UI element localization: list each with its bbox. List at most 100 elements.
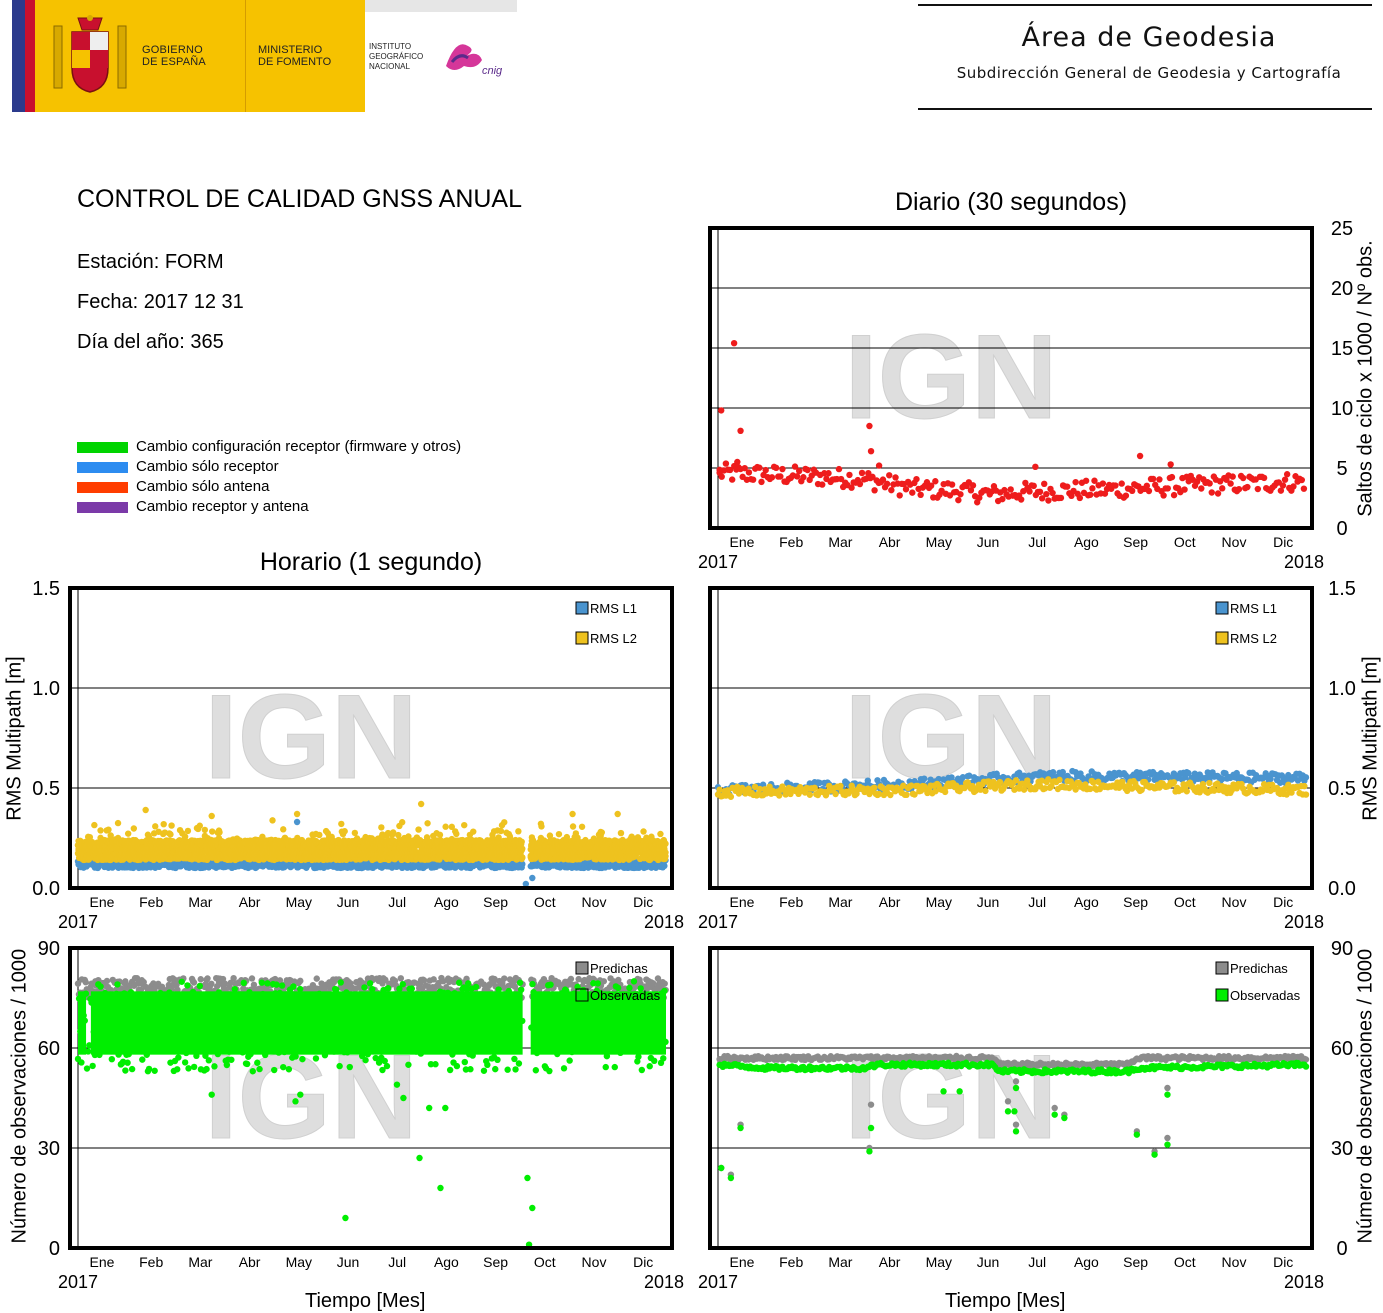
data-point — [515, 828, 522, 835]
data-point — [201, 826, 209, 834]
data-point — [806, 791, 814, 798]
year-tick-label: 2018 — [1284, 552, 1324, 572]
data-point — [1283, 471, 1291, 478]
month-tick-label: Dic — [633, 894, 653, 910]
data-point — [772, 464, 780, 472]
data-point — [795, 467, 803, 475]
y-tick-label: 1.5 — [1328, 578, 1356, 600]
month-tick-label: Feb — [779, 534, 803, 550]
month-tick-label: Jul — [1028, 534, 1046, 550]
data-point — [519, 860, 526, 868]
y-tick-label: 1.0 — [1328, 678, 1356, 700]
data-point — [160, 820, 167, 828]
y-tick-label: 1.5 — [32, 578, 60, 600]
coat-of-arms-icon — [50, 14, 130, 98]
legend-swatch — [575, 631, 589, 645]
data-point — [1164, 485, 1171, 492]
ign-logo-icon: cnig — [438, 36, 504, 84]
data-point — [657, 830, 664, 838]
data-point — [167, 831, 174, 838]
data-point — [1300, 485, 1308, 492]
data-point — [130, 825, 138, 832]
data-point — [662, 840, 669, 847]
legend-swatch-purple — [77, 501, 128, 513]
month-tick-label: Ene — [90, 894, 115, 910]
data-point — [967, 487, 975, 494]
data-point — [837, 782, 844, 790]
data-point — [819, 481, 826, 488]
month-tick-label: Oct — [1174, 534, 1196, 550]
legend-label: RMS L2 — [590, 631, 637, 646]
data-point — [518, 838, 525, 845]
data-point — [768, 474, 776, 481]
legend-item-receiver-antenna: Cambio receptor y antena — [77, 498, 309, 515]
data-point — [1026, 488, 1033, 495]
data-point — [1136, 452, 1144, 460]
data-point — [776, 792, 783, 799]
data-point — [976, 494, 983, 501]
header-rule-bottom — [918, 108, 1372, 110]
data-point — [208, 812, 215, 820]
data-point — [804, 466, 811, 474]
ign-label: INSTITUTO GEOGRÁFICO NACIONAL — [369, 42, 424, 71]
data-point — [1229, 473, 1236, 480]
data-point — [614, 810, 621, 818]
data-point — [762, 466, 769, 474]
data-point — [1281, 476, 1289, 483]
data-point — [529, 874, 536, 882]
data-point — [216, 829, 223, 836]
data-point — [351, 829, 359, 837]
data-point — [1032, 463, 1039, 470]
data-point — [1068, 492, 1075, 500]
data-point — [617, 829, 625, 837]
data-point — [501, 819, 508, 826]
data-point — [913, 475, 920, 483]
month-tick-label: Dic — [1273, 534, 1293, 550]
data-point — [497, 827, 505, 835]
data-point — [555, 830, 563, 838]
data-point — [569, 823, 577, 830]
data-point — [378, 824, 385, 831]
month-tick-label: Sep — [1123, 534, 1148, 550]
gobierno-label: GOBIERNO DE ESPAÑA — [142, 44, 206, 68]
data-point — [730, 340, 738, 347]
data-point — [1181, 486, 1188, 493]
y-tick-label: 0.0 — [1328, 878, 1356, 900]
data-point — [1170, 491, 1178, 499]
data-point — [415, 826, 422, 833]
data-point — [269, 817, 276, 824]
data-point — [661, 862, 668, 870]
data-point — [1091, 477, 1098, 484]
data-point — [779, 465, 786, 473]
daily-time-axis-label: Tiempo [Mes] — [945, 1290, 1066, 1312]
year-tick-label: 2018 — [644, 912, 684, 932]
data-point — [97, 827, 104, 834]
data-point — [152, 823, 159, 830]
month-tick-label: Jul — [388, 894, 406, 910]
legend-item-antenna: Cambio sólo antena — [77, 478, 269, 495]
data-point — [883, 480, 891, 488]
data-point — [718, 407, 725, 414]
month-tick-label: Ago — [434, 894, 459, 910]
data-point — [734, 458, 741, 466]
report-title: CONTROL DE CALIDAD GNSS ANUAL — [77, 185, 523, 213]
data-point — [1057, 494, 1065, 502]
data-point — [875, 462, 883, 469]
y-tick-label: 0.5 — [1328, 778, 1356, 800]
data-point — [1064, 483, 1071, 490]
data-point — [1089, 485, 1096, 492]
data-point — [728, 476, 736, 483]
data-point — [1045, 497, 1052, 504]
data-point — [1036, 488, 1044, 496]
data-point — [722, 460, 730, 467]
ign-panel — [365, 0, 517, 112]
data-point — [1145, 487, 1153, 495]
data-point — [168, 822, 175, 829]
data-point — [749, 476, 757, 483]
data-point — [932, 478, 939, 485]
data-point — [716, 469, 723, 476]
month-tick-label: Sep — [483, 894, 508, 910]
data-point — [436, 831, 444, 839]
data-point — [856, 480, 864, 488]
data-point — [1099, 480, 1107, 487]
